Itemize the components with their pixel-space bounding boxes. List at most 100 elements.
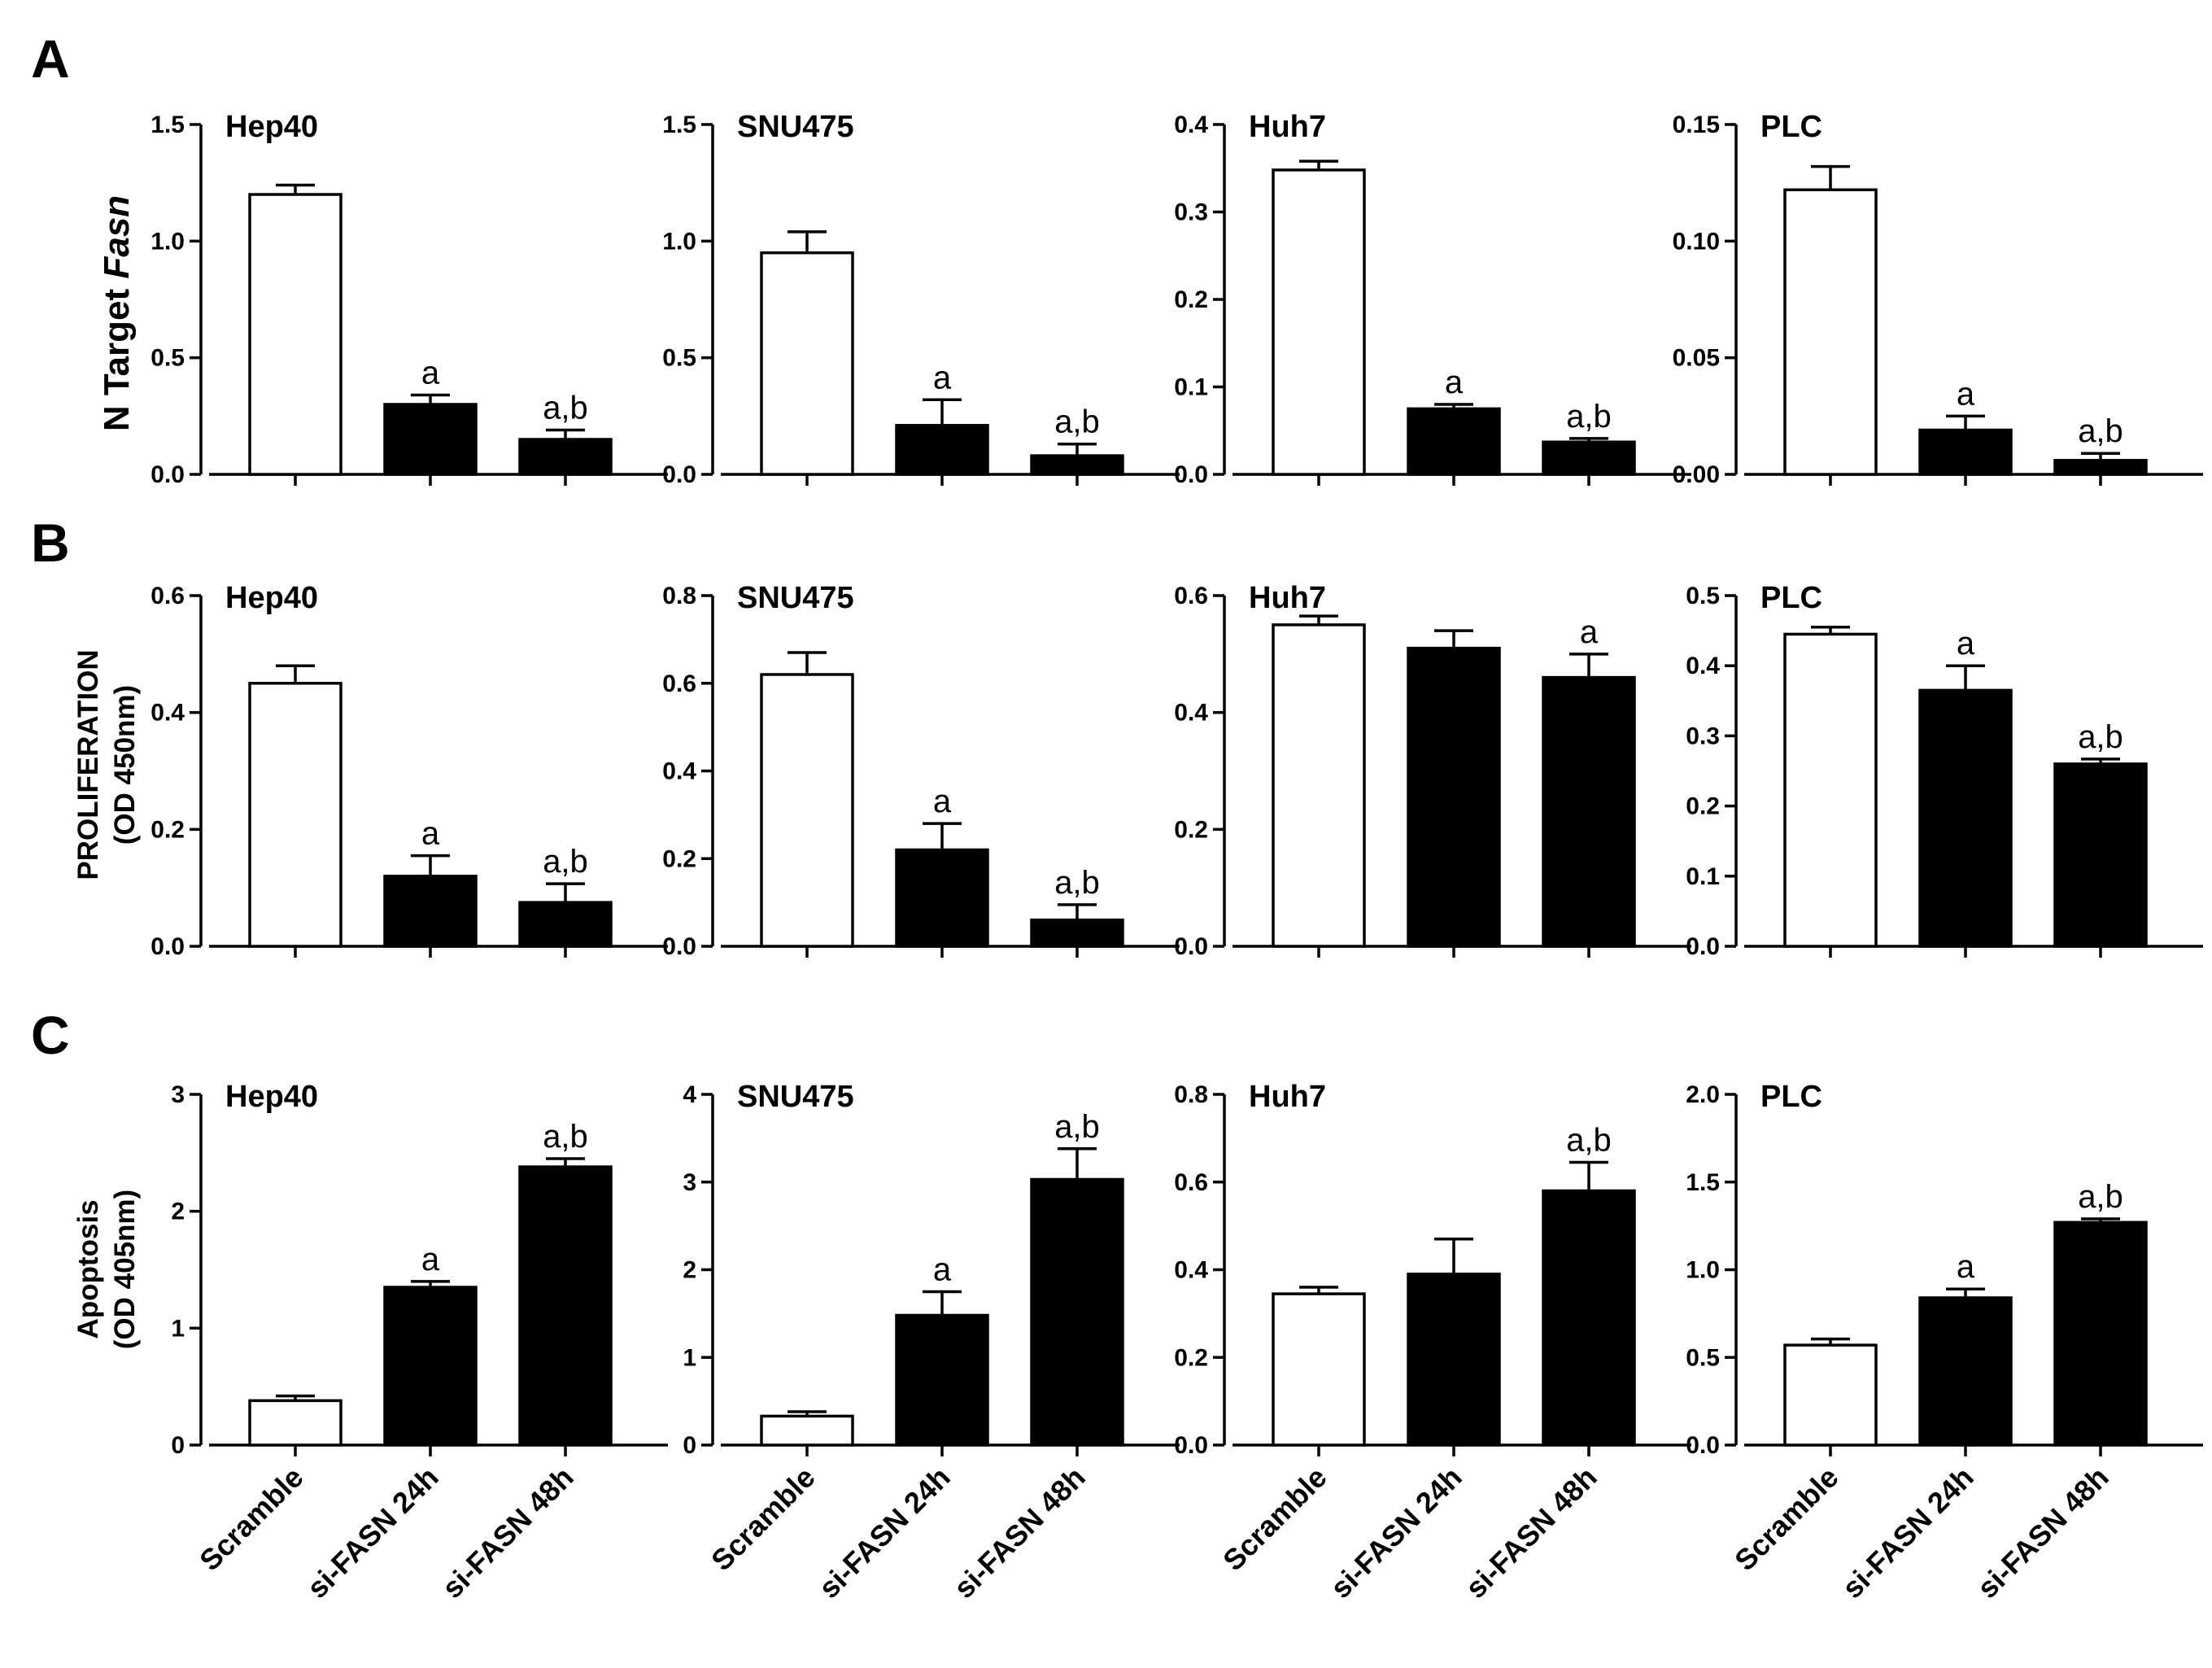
significance-label: a: [1580, 614, 1599, 650]
y-tick-label: 0.0: [1174, 1432, 1208, 1459]
bar-si-fasn-24h: [1407, 407, 1501, 476]
bar-si-fasn-48h: [1030, 454, 1124, 476]
chart-title: Huh7: [1249, 1080, 1326, 1114]
chart-a-huh7: Huh7 0.0 0.1 0.2 0.3 0.4 a a,b: [1174, 110, 1691, 488]
row-b-ylabel-line1: PROLIFERATION: [72, 649, 104, 880]
chart-title: SNU475: [737, 110, 854, 144]
y-tick-label: 0.3: [1174, 199, 1208, 226]
bar-scramble: [1783, 632, 1878, 948]
bar-scramble: [248, 1399, 342, 1447]
x-category-label: Scramble: [1728, 1461, 1845, 1578]
significance-label: a,b: [1054, 865, 1100, 901]
chart-b-huh7: Huh7 0.0 0.2 0.4 0.6 a: [1174, 581, 1691, 960]
chart-title: Huh7: [1249, 110, 1326, 144]
significance-label: a: [933, 784, 952, 819]
bar-si-fasn-48h: [1030, 1177, 1124, 1447]
significance-label: a,b: [1566, 399, 1612, 434]
chart-a-hep40: Hep40 0.0 0.5 1.0 1.5 a a,b: [151, 110, 668, 488]
y-tick-label: 0.10: [1673, 228, 1720, 255]
y-tick-label: 0.4: [1174, 1257, 1208, 1284]
y-tick-label: 0.0: [662, 461, 696, 488]
y-tick-label: 0.0: [151, 933, 185, 960]
y-tick-label: 1.0: [1686, 1257, 1720, 1284]
chart-title: Huh7: [1249, 581, 1326, 615]
y-tick-label: 0.2: [662, 845, 696, 872]
y-tick-label: 0.0: [1686, 1432, 1720, 1459]
y-tick-label: 0.1: [1174, 374, 1208, 401]
bar-scramble: [1783, 1343, 1878, 1447]
y-tick-label: 0.8: [662, 583, 696, 609]
chart-b-hep40: Hep40 0.0 0.2 0.4 0.6 a a,b: [151, 581, 668, 960]
row-c-ylabel-line1: Apoptosis: [72, 1199, 104, 1338]
y-tick-label: 0.4: [1686, 653, 1720, 679]
y-tick-label: 0.2: [1686, 793, 1720, 820]
significance-label: a,b: [543, 391, 588, 426]
significance-label: a: [933, 1251, 952, 1287]
y-tick-label: 1.0: [151, 228, 185, 255]
y-tick-label: 0.5: [1686, 1344, 1720, 1371]
chart-title: Hep40: [225, 581, 318, 615]
y-tick-label: 1: [171, 1315, 185, 1342]
bar-scramble: [760, 1414, 854, 1447]
significance-label: a: [1445, 365, 1464, 400]
bar-si-fasn-24h: [895, 1313, 989, 1447]
significance-label: a: [1957, 376, 1975, 412]
chart-title: Hep40: [225, 1080, 318, 1114]
y-tick-label: 0.4: [151, 700, 185, 727]
x-category-label: Scramble: [705, 1461, 822, 1578]
y-tick-label: 1.5: [1686, 1169, 1720, 1196]
y-tick-label: 0.05: [1673, 345, 1720, 372]
bar-si-fasn-24h: [1407, 646, 1501, 948]
y-tick-label: 0.1: [1686, 863, 1720, 890]
bar-scramble: [760, 251, 854, 476]
y-tick-label: 0.0: [662, 933, 696, 960]
significance-label: a,b: [1054, 404, 1100, 440]
y-tick-label: 2: [683, 1257, 696, 1284]
bar-si-fasn-24h: [1918, 428, 2013, 476]
chart-title: SNU475: [737, 581, 854, 615]
y-tick-label: 0.6: [662, 670, 696, 697]
bar-scramble: [248, 682, 342, 948]
x-category-label: si-FASN 24h: [1324, 1461, 1468, 1605]
row-a-ylabel-gene: Fasn: [97, 195, 137, 279]
y-tick-label: 1.0: [662, 228, 696, 255]
y-tick-label: 0.6: [151, 583, 185, 609]
y-tick-label: 1.5: [151, 111, 185, 138]
x-category-label: si-FASN 48h: [947, 1461, 1092, 1605]
significance-label: a,b: [1054, 1109, 1100, 1145]
panel-label-a: A: [31, 28, 70, 89]
bar-si-fasn-24h: [895, 424, 989, 476]
chart-b-plc: PLC 0.0 0.1 0.2 0.3 0.4 0.5 a a,b: [1686, 581, 2203, 960]
row-b-ylabel-line2: (OD 450nm): [109, 685, 141, 845]
y-tick-label: 1.5: [662, 111, 696, 138]
y-tick-label: 0.2: [1174, 816, 1208, 843]
significance-label: a: [421, 356, 440, 391]
bar-scramble: [248, 193, 342, 476]
chart-c-hep40: Hep40 0 1 2 3 Scramble a si-FASN 24h a,b si-FASN …: [171, 1080, 668, 1605]
significance-label: a: [1957, 626, 1975, 662]
y-tick-label: 2.0: [1686, 1081, 1720, 1108]
y-tick-label: 0: [171, 1432, 185, 1459]
bar-scramble: [1272, 623, 1366, 948]
bar-si-fasn-48h: [2053, 459, 2148, 476]
chart-title: PLC: [1760, 581, 1822, 615]
charts-group: Hep40 0.0 0.5 1.0 1.5 a a,b SNU475 0.0 0.5 1.0 1.5 a…: [151, 110, 2203, 1605]
significance-label: a: [1957, 1249, 1975, 1285]
panel-label-c: C: [31, 1005, 70, 1065]
bar-si-fasn-24h: [383, 875, 478, 948]
y-tick-label: 0.5: [662, 345, 696, 372]
y-tick-label: 0.0: [1686, 933, 1720, 960]
chart-a-snu475: SNU475 0.0 0.5 1.0 1.5 a a,b: [662, 110, 1180, 488]
chart-title: PLC: [1760, 1080, 1822, 1114]
y-tick-label: 0.15: [1673, 111, 1720, 138]
bar-si-fasn-48h: [1542, 675, 1636, 948]
x-category-label: si-FASN 24h: [300, 1461, 445, 1605]
chart-a-plc: PLC 0.00 0.05 0.10 0.15 a a,b: [1673, 110, 2203, 488]
row-c-ylabel-line2: (OD 405nm): [109, 1190, 141, 1349]
chart-c-plc: PLC 0.0 0.5 1.0 1.5 2.0 Scramble a si-FASN 24h a,…: [1686, 1080, 2203, 1605]
bar-si-fasn-48h: [2053, 762, 2148, 948]
bar-scramble: [1783, 188, 1878, 476]
chart-title: SNU475: [737, 1080, 854, 1114]
